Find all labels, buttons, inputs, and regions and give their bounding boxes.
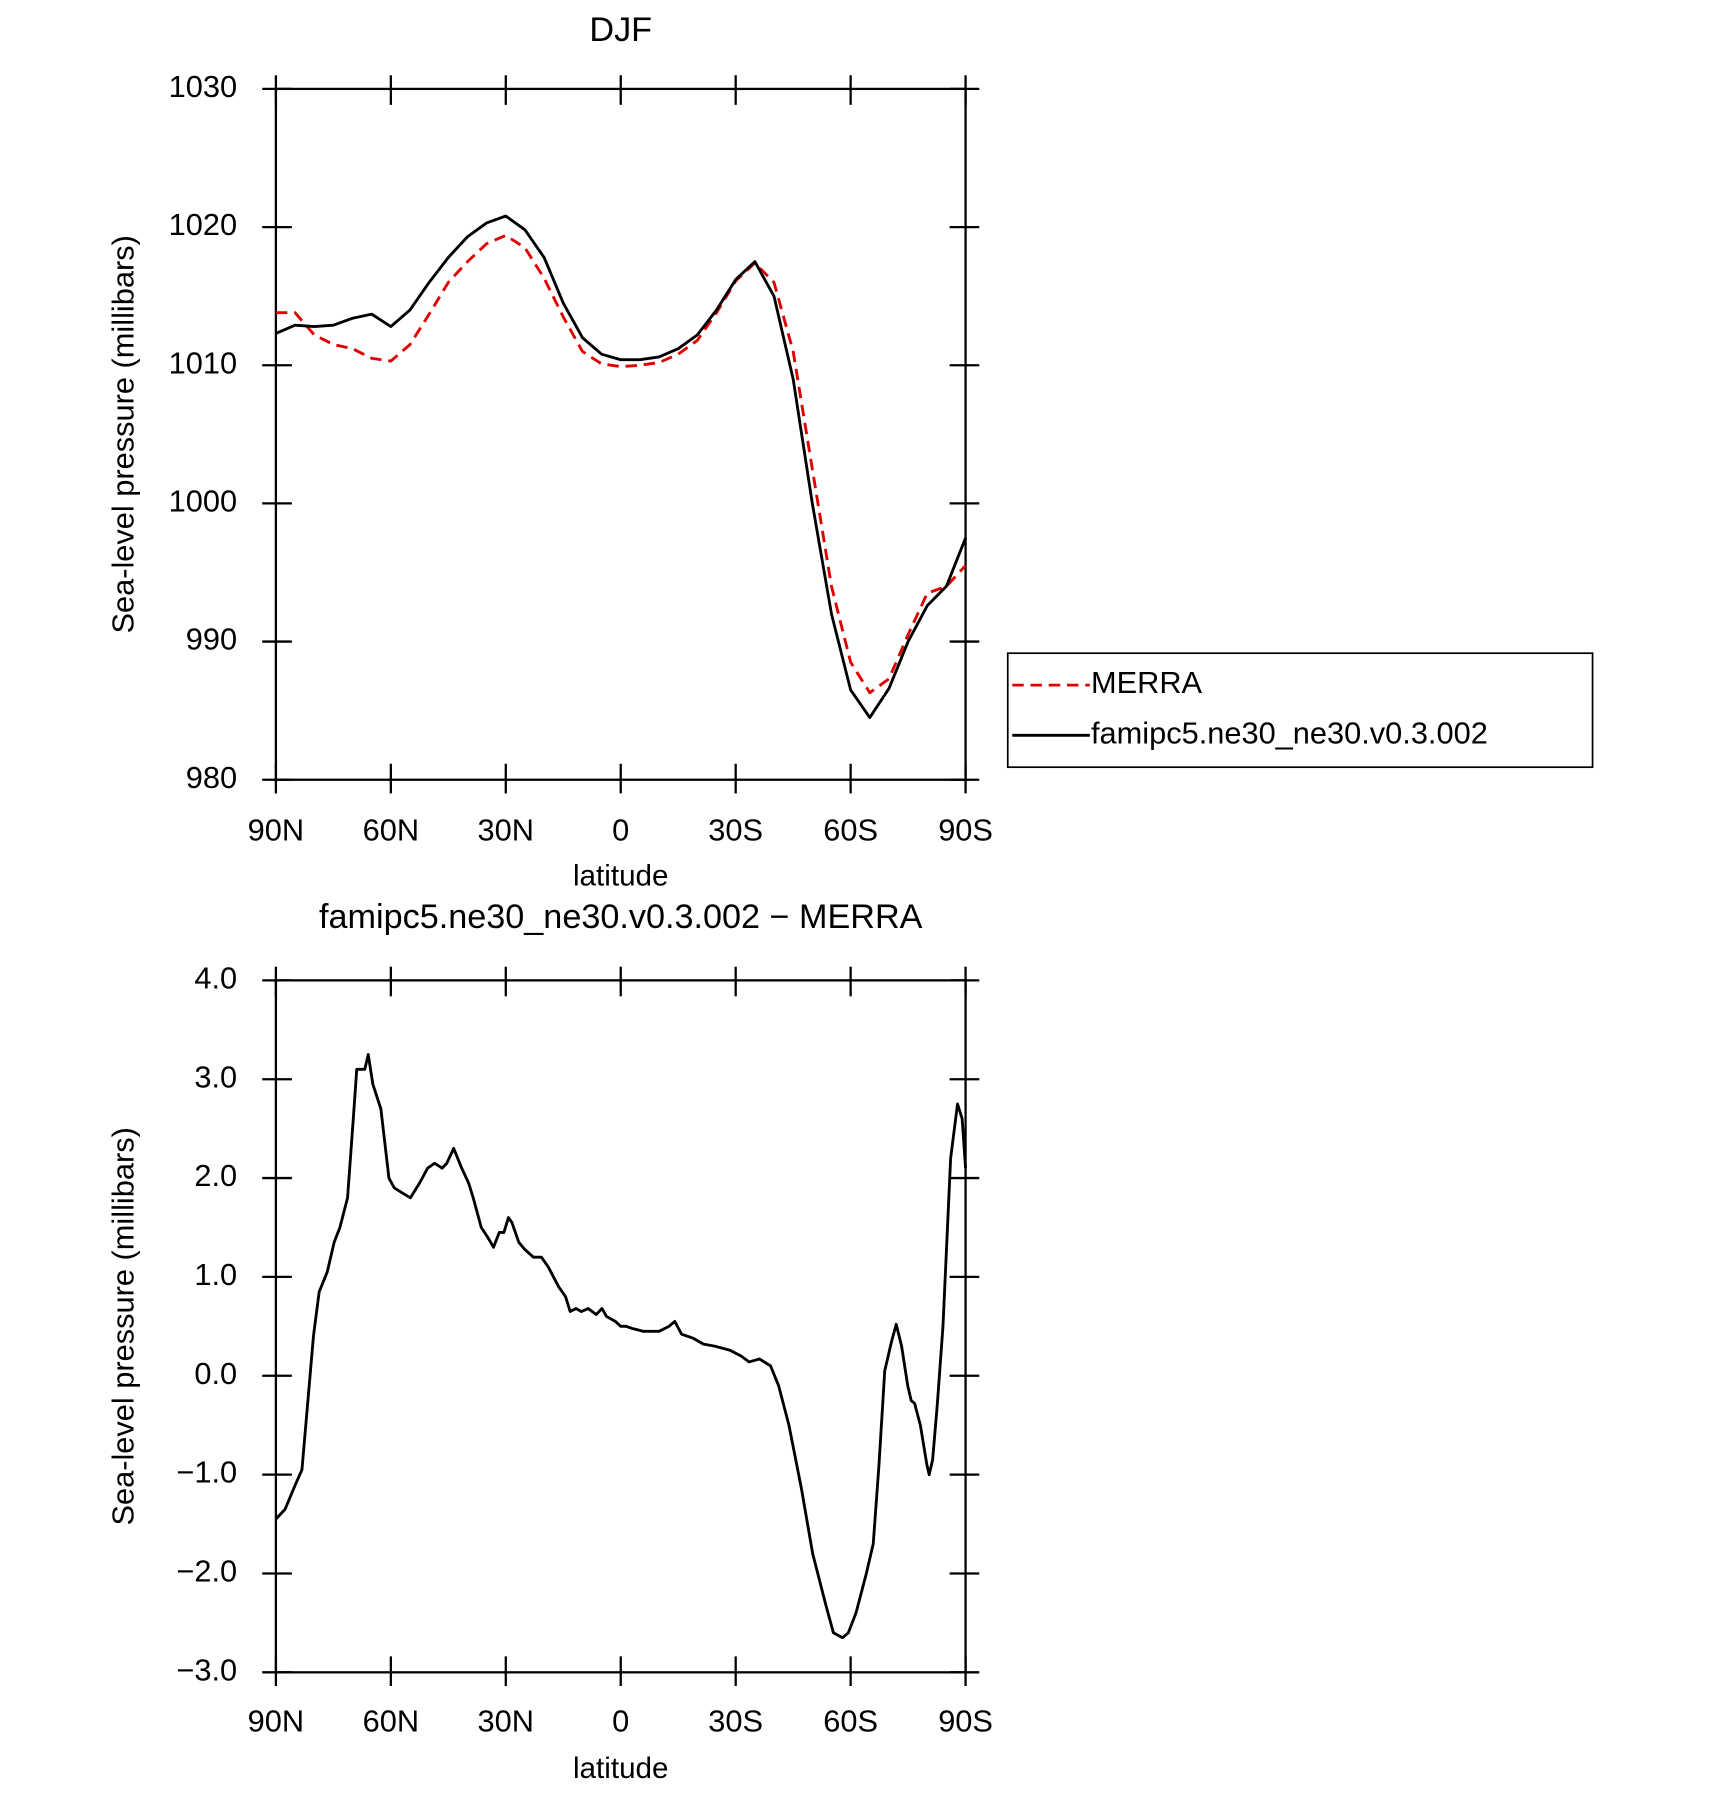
x-tick-label: 90N: [248, 812, 304, 847]
legend-label: MERRA: [1091, 665, 1203, 700]
y-tick-label: 1010: [169, 345, 237, 380]
x-tick-label: 90S: [938, 1704, 993, 1739]
data-line: [275, 214, 967, 719]
x-tick-label: 30S: [708, 812, 763, 847]
x-tick-label: 60N: [363, 812, 419, 847]
plot-frame: [274, 87, 967, 781]
legend-label: famipc5.ne30_ne30.v0.3.002: [1091, 715, 1488, 750]
y-tick-label: 990: [186, 622, 237, 657]
chart-title: DJF: [589, 11, 652, 49]
y-tick-label: −2.0: [176, 1554, 237, 1589]
y-tick-label: −3.0: [176, 1652, 237, 1687]
x-tick-label: 30N: [478, 812, 534, 847]
x-tick-label: 60S: [823, 1704, 878, 1739]
data-line: [275, 233, 967, 695]
y-tick-label: 0.0: [194, 1356, 237, 1391]
x-tick-label: 0: [612, 1704, 629, 1739]
y-axis-label: Sea-level pressure (millibars): [106, 235, 141, 633]
x-tick-label: 0: [612, 812, 629, 847]
y-tick-label: 1.0: [194, 1257, 237, 1292]
x-tick-label: 90S: [938, 812, 993, 847]
y-tick-label: 2.0: [194, 1158, 237, 1193]
x-tick-label: 30S: [708, 1704, 763, 1739]
x-tick-label: 90N: [248, 1704, 304, 1739]
y-tick-label: 1030: [169, 69, 237, 104]
y-axis-label: Sea-level pressure (millibars): [106, 1127, 141, 1525]
y-tick-label: −1.0: [176, 1455, 237, 1490]
x-tick-label: 60S: [823, 812, 878, 847]
data-line: [274, 1053, 967, 1640]
legend-box: [1006, 652, 1594, 769]
plot-frame: [274, 979, 967, 1674]
x-axis-label: latitude: [573, 860, 669, 893]
y-tick-label: 4.0: [194, 960, 237, 995]
y-tick-label: 980: [186, 760, 237, 795]
y-tick-label: 1020: [169, 207, 237, 242]
y-tick-label: 1000: [169, 484, 237, 519]
x-tick-label: 60N: [363, 1704, 419, 1739]
chart-title: famipc5.ne30_ne30.v0.3.002 − MERRA: [319, 898, 923, 936]
x-tick-label: 30N: [478, 1704, 534, 1739]
y-tick-label: 3.0: [194, 1059, 237, 1094]
x-axis-label: latitude: [573, 1752, 669, 1785]
